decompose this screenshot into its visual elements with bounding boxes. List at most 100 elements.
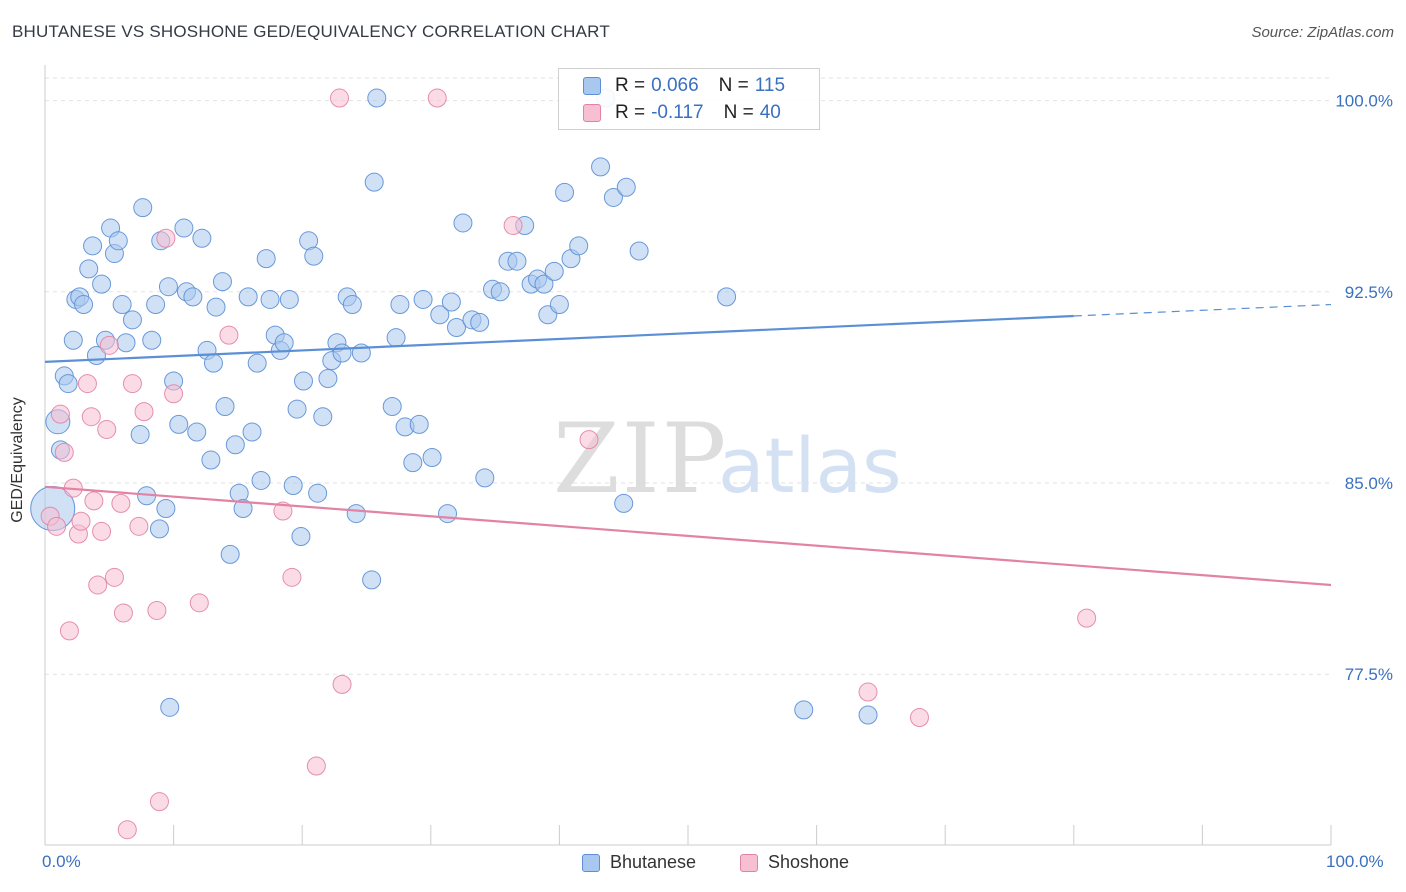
data-point [147,600,167,620]
data-point [242,422,262,442]
data-point [74,295,94,315]
chart-title: BHUTANESE VS SHOSHONE GED/EQUIVALENCY CO… [12,22,610,41]
data-point [88,575,108,595]
data-point [544,261,564,281]
legend-row-shoshone: R = -0.117 N = 40 [583,101,781,125]
watermark: ZIP atlas [553,403,902,515]
data-point [129,516,149,536]
stats-legend: R = 0.066 N = 115 R = -0.117 N = 40 [558,68,820,130]
data-point [97,419,117,439]
data-point [332,674,352,694]
data-point [490,282,510,302]
y-axis-label: GED/Equivalency [9,397,26,523]
legend-n-value: 115 [754,75,786,96]
data-point [507,251,527,271]
y-tick-labels: 100.0% 92.5% 85.0% 77.5% [1335,92,1393,685]
data-point [122,310,142,330]
data-point [858,682,878,702]
data-point [146,295,166,315]
data-point [293,371,313,391]
data-point [183,287,203,307]
series-bhutanese [30,88,878,725]
data-point [251,470,271,490]
data-point [403,453,423,473]
data-point [555,182,575,202]
data-point [367,88,387,108]
data-point [382,397,402,417]
data-point [59,621,79,641]
trend-line-extension-bhutanese [1073,303,1332,317]
data-point [329,88,349,108]
data-point [629,241,649,261]
data-point [219,325,239,345]
data-point [54,442,74,462]
data-point [616,177,636,197]
data-point [233,498,253,518]
data-point [238,287,258,307]
data-point [304,246,324,266]
data-point [192,228,212,248]
x-tick-label-max: 100.0% [1326,852,1384,871]
data-point [149,519,169,539]
bottom-legend-bhutanese: Bhutanese [582,852,696,873]
data-point [187,422,207,442]
data-point [614,493,634,513]
data-point [260,289,280,309]
data-point [142,330,162,350]
data-point [256,249,276,269]
data-point [447,317,467,337]
bottom-legend-swatch-bhutanese [582,853,600,872]
data-point [225,435,245,455]
data-point [112,295,132,315]
data-point [283,476,303,496]
data-point [156,228,176,248]
legend-r-value: -0.117 [651,102,704,123]
data-point [116,333,136,353]
legend-r-value: 0.066 [651,75,699,96]
data-point [364,172,384,192]
trend-line-shoshone [44,485,1332,587]
data-point [549,295,569,315]
data-point [386,328,406,348]
data-point [111,493,131,513]
legend-r-label: R = [615,75,646,96]
data-point [274,333,294,353]
data-point [390,295,410,315]
data-point [133,198,153,218]
data-point [50,404,70,424]
data-point [215,397,235,417]
data-point [413,289,433,309]
data-point [189,593,209,613]
data-point [291,527,311,547]
data-point [441,292,461,312]
x-tick-label-min: 0.0% [42,852,81,871]
data-point [83,236,103,256]
data-point [313,407,333,427]
data-point [212,272,232,292]
data-point [287,399,307,419]
data-point [282,567,302,587]
data-point [203,353,223,373]
data-point [318,368,338,388]
data-point [84,491,104,511]
data-point [113,603,133,623]
data-point [104,567,124,587]
legend-n-value: 40 [759,102,781,123]
data-point [430,305,450,325]
y-tick-label: 85.0% [1345,474,1393,493]
data-point [108,231,128,251]
data-point [409,414,429,434]
data-point [858,705,878,725]
data-point [122,374,142,394]
data-point [92,274,112,294]
data-point [453,213,473,233]
data-point [169,414,189,434]
data-point [47,516,67,536]
data-point [174,218,194,238]
data-point [77,374,97,394]
trend-lines [44,303,1332,587]
watermark-zip: ZIP [553,403,728,515]
data-point [909,708,929,728]
data-point [362,570,382,590]
